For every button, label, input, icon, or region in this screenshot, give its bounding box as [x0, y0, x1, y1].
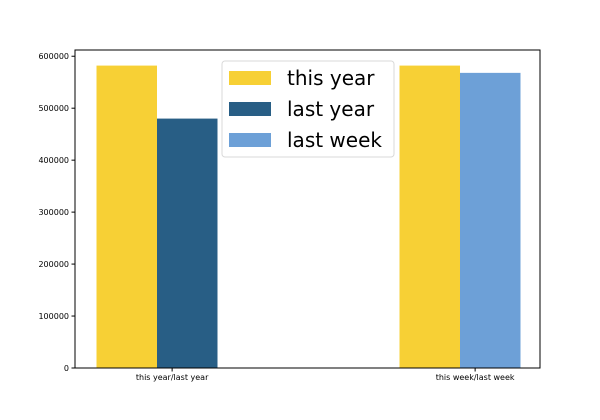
legend-label-this-year: this year [287, 66, 375, 90]
y-axis: 0 100000 200000 300000 400000 500000 600000 [38, 52, 75, 373]
y-tick-label: 0 [64, 364, 69, 373]
bar-this-year-group-2 [399, 65, 460, 369]
legend-swatch-last-year [229, 102, 271, 116]
bars-layer [96, 65, 521, 369]
bar-this-year-group-1 [96, 65, 157, 369]
y-tick-label: 600000 [38, 52, 69, 61]
bar-last-week-group-2 [460, 72, 521, 369]
y-tick-label: 400000 [38, 156, 69, 165]
x-tick-label: this week/last week [436, 373, 515, 382]
legend: this year last year last week [221, 60, 395, 158]
legend-label-last-year: last year [287, 97, 375, 121]
y-tick-label: 300000 [38, 208, 69, 217]
legend-swatch-last-week [229, 133, 271, 147]
plot-frame [74, 49, 541, 369]
legend-swatch-this-year [229, 71, 271, 85]
y-tick-label: 200000 [38, 260, 69, 269]
y-tick-label: 100000 [38, 312, 69, 321]
y-tick-label: 500000 [38, 104, 69, 113]
bar-last-year-group-1 [157, 118, 218, 369]
x-tick-label: this year/last year [136, 373, 209, 382]
x-axis: this year/last year this week/last week [136, 368, 515, 382]
legend-label-last-week: last week [287, 128, 382, 152]
